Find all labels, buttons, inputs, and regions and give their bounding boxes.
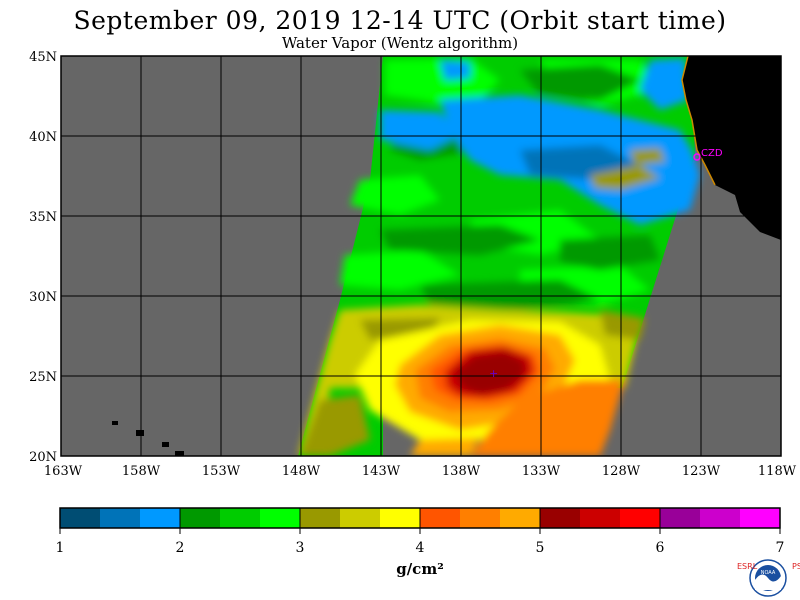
map-subtitle: Water Vapor (Wentz algorithm) xyxy=(281,34,519,52)
colorbar-tick-label: 1 xyxy=(56,540,65,556)
lat-label: 20N xyxy=(29,450,57,465)
colorbar-swatch xyxy=(140,508,181,528)
lat-label: 40N xyxy=(29,130,57,145)
map-title: September 09, 2019 12-14 UTC (Orbit star… xyxy=(73,6,727,35)
station-label: CZD xyxy=(701,148,723,159)
esrl-logo-text: ESRL xyxy=(737,562,758,571)
colorbar-swatch xyxy=(340,508,381,528)
lon-label: 123W xyxy=(682,464,721,479)
colorbar-tick-label: 5 xyxy=(536,540,545,556)
colorbar-swatch xyxy=(500,508,541,528)
colorbar-swatch xyxy=(660,508,701,528)
colorbar-tick-label: 7 xyxy=(776,540,785,556)
colorbar-swatch xyxy=(700,508,741,528)
coastline xyxy=(681,55,716,186)
map-frame xyxy=(60,55,782,457)
lon-label: 138W xyxy=(442,464,481,479)
colorbar-swatch xyxy=(540,508,581,528)
lon-label: 133W xyxy=(522,464,561,479)
lat-label: 35N xyxy=(29,210,57,225)
colorbar-swatch xyxy=(300,508,341,528)
colorbar-swatch xyxy=(740,508,781,528)
colorbar-tick-label: 4 xyxy=(416,540,425,556)
colorbar-swatch xyxy=(100,508,141,528)
colorbar-swatch xyxy=(420,508,461,528)
colorbar-tick-label: 3 xyxy=(296,540,305,556)
station-marker-icon xyxy=(693,153,701,161)
colorbar-swatch xyxy=(260,508,301,528)
colorbar-swatch xyxy=(180,508,221,528)
lon-label: 128W xyxy=(602,464,641,479)
colorbar-swatch xyxy=(380,508,421,528)
lon-label: 143W xyxy=(362,464,401,479)
lon-label: 163W xyxy=(44,464,83,479)
hawaiian-islands xyxy=(112,421,184,456)
lon-label: 148W xyxy=(282,464,321,479)
colorbar xyxy=(60,508,781,528)
lon-label: 158W xyxy=(122,464,161,479)
lat-label: 30N xyxy=(29,290,57,305)
colorbar-unit: g/cm² xyxy=(396,560,444,578)
colorbar-swatch xyxy=(580,508,621,528)
colorbar-swatch xyxy=(620,508,661,528)
storm-center-icon: + xyxy=(489,367,498,380)
colorbar-tick-label: 2 xyxy=(176,540,185,556)
satellite-swath xyxy=(298,56,700,456)
psd-logo-text: PSD xyxy=(792,562,800,571)
colorbar-tick-label: 6 xyxy=(656,540,665,556)
lon-label: 118W xyxy=(758,464,797,479)
lat-label: 45N xyxy=(29,50,57,65)
colorbar-swatch xyxy=(220,508,261,528)
lat-label: 25N xyxy=(29,370,57,385)
colorbar-swatch xyxy=(460,508,501,528)
colorbar-swatch xyxy=(60,508,101,528)
noaa-logo-icon: NOAA xyxy=(749,559,787,597)
svg-text:NOAA: NOAA xyxy=(761,570,776,576)
lon-label: 153W xyxy=(202,464,241,479)
land-mass xyxy=(682,56,781,240)
